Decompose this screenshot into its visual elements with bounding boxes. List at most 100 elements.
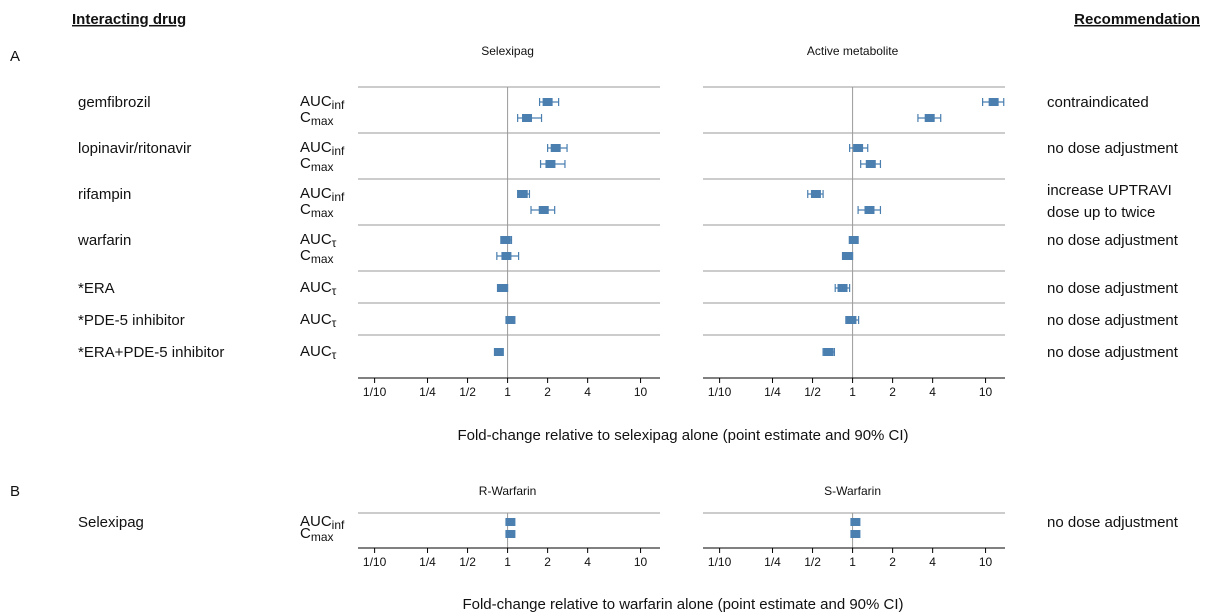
point-estimate bbox=[542, 98, 553, 106]
point-estimate bbox=[848, 236, 859, 244]
point-estimate bbox=[550, 144, 561, 152]
point-estimate bbox=[500, 236, 511, 244]
recommendation: no dose adjustment bbox=[1047, 140, 1179, 157]
x-tick-label: 1 bbox=[849, 555, 856, 569]
x-tick-label: 1/4 bbox=[764, 555, 781, 569]
recommendation: increase UPTRAVI bbox=[1047, 182, 1172, 199]
x-tick-label: 1 bbox=[504, 385, 511, 399]
x-tick-label: 2 bbox=[889, 555, 896, 569]
parameter-subscript: τ bbox=[332, 284, 337, 298]
recommendation: no dose adjustment bbox=[1047, 232, 1179, 249]
parameter-label: AUC bbox=[300, 311, 332, 328]
x-axis-title: Fold-change relative to selexipag alone … bbox=[457, 427, 908, 444]
recommendation: no dose adjustment bbox=[1047, 312, 1179, 329]
parameter-subscript: max bbox=[311, 160, 334, 174]
drug-label: *ERA bbox=[78, 280, 115, 297]
parameter-subscript: max bbox=[311, 530, 334, 544]
recommendation: contraindicated bbox=[1047, 94, 1149, 111]
point-estimate bbox=[505, 316, 516, 324]
drug-label: Selexipag bbox=[78, 514, 144, 531]
point-estimate bbox=[837, 284, 848, 292]
parameter-subscript: max bbox=[311, 252, 334, 266]
panel-title: Active metabolite bbox=[807, 44, 899, 58]
x-tick-label: 1/2 bbox=[804, 385, 821, 399]
drug-label: gemfibrozil bbox=[78, 94, 151, 111]
point-estimate bbox=[846, 316, 857, 324]
point-estimate bbox=[988, 98, 999, 106]
x-tick-label: 1/10 bbox=[708, 555, 732, 569]
parameter-label: AUC bbox=[300, 139, 332, 156]
parameter-label: C bbox=[300, 201, 311, 218]
parameter-label: AUC bbox=[300, 343, 332, 360]
x-tick-label: 1/10 bbox=[363, 385, 387, 399]
parameter-subscript: τ bbox=[332, 348, 337, 362]
x-tick-label: 1/2 bbox=[459, 385, 476, 399]
parameter-label: C bbox=[300, 109, 311, 126]
point-estimate bbox=[522, 114, 533, 122]
point-estimate bbox=[865, 160, 876, 168]
x-tick-label: 4 bbox=[929, 385, 936, 399]
point-estimate bbox=[864, 206, 875, 214]
drug-label: lopinavir/ritonavir bbox=[78, 140, 191, 157]
drug-label: *ERA+PDE-5 inhibitor bbox=[78, 344, 224, 361]
drug-label: *PDE-5 inhibitor bbox=[78, 312, 185, 329]
x-tick-label: 1/2 bbox=[459, 555, 476, 569]
point-estimate bbox=[538, 206, 549, 214]
x-tick-label: 10 bbox=[634, 555, 648, 569]
parameter-subscript: max bbox=[311, 206, 334, 220]
point-estimate bbox=[850, 530, 861, 538]
point-estimate bbox=[505, 530, 516, 538]
parameter-subscript: inf bbox=[332, 190, 345, 204]
recommendation-header: Recommendation bbox=[1074, 11, 1200, 28]
drug-label: warfarin bbox=[77, 232, 131, 249]
parameter-subscript: inf bbox=[332, 144, 345, 158]
point-estimate bbox=[810, 190, 821, 198]
x-tick-label: 1 bbox=[849, 385, 856, 399]
parameter-label: AUC bbox=[300, 513, 332, 530]
section-label: B bbox=[10, 483, 20, 500]
x-tick-label: 2 bbox=[544, 555, 551, 569]
point-estimate bbox=[823, 348, 834, 356]
parameter-label: AUC bbox=[300, 93, 332, 110]
parameter-subscript: max bbox=[311, 114, 334, 128]
x-tick-label: 10 bbox=[634, 385, 648, 399]
parameter-label: AUC bbox=[300, 185, 332, 202]
recommendation: no dose adjustment bbox=[1047, 280, 1179, 297]
parameter-label: AUC bbox=[300, 231, 332, 248]
x-axis-title: Fold-change relative to warfarin alone (… bbox=[462, 596, 903, 613]
x-tick-label: 1/10 bbox=[363, 555, 387, 569]
x-tick-label: 1/4 bbox=[419, 385, 436, 399]
section-label: A bbox=[10, 48, 20, 65]
drug-label: rifampin bbox=[78, 186, 131, 203]
parameter-label: C bbox=[300, 525, 311, 542]
recommendation: no dose adjustment bbox=[1047, 514, 1179, 531]
x-tick-label: 1/2 bbox=[804, 555, 821, 569]
panel-title: Selexipag bbox=[481, 44, 534, 58]
point-estimate bbox=[497, 284, 508, 292]
point-estimate bbox=[924, 114, 935, 122]
x-tick-label: 1 bbox=[504, 555, 511, 569]
x-tick-label: 10 bbox=[979, 385, 993, 399]
point-estimate bbox=[545, 160, 556, 168]
parameter-subscript: inf bbox=[332, 518, 345, 532]
parameter-label: AUC bbox=[300, 279, 332, 296]
x-tick-label: 1/4 bbox=[419, 555, 436, 569]
point-estimate bbox=[853, 144, 864, 152]
x-tick-label: 4 bbox=[584, 555, 591, 569]
parameter-label: C bbox=[300, 155, 311, 172]
panel-title: R-Warfarin bbox=[479, 484, 537, 498]
x-tick-label: 10 bbox=[979, 555, 993, 569]
point-estimate bbox=[505, 518, 516, 526]
recommendation: dose up to twice bbox=[1047, 204, 1155, 221]
parameter-label: C bbox=[300, 247, 311, 264]
point-estimate bbox=[493, 348, 504, 356]
parameter-subscript: τ bbox=[332, 236, 337, 250]
x-tick-label: 2 bbox=[889, 385, 896, 399]
x-tick-label: 4 bbox=[584, 385, 591, 399]
x-tick-label: 2 bbox=[544, 385, 551, 399]
x-tick-label: 1/4 bbox=[764, 385, 781, 399]
point-estimate bbox=[842, 252, 853, 260]
panel-title: S-Warfarin bbox=[824, 484, 881, 498]
point-estimate bbox=[850, 518, 861, 526]
